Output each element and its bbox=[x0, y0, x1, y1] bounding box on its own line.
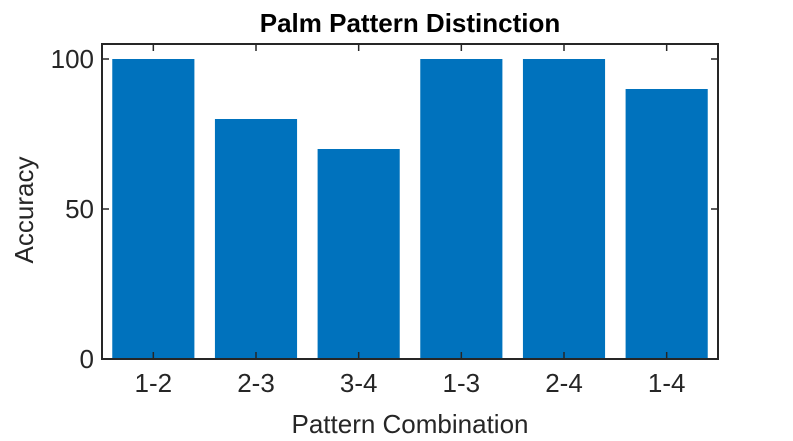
axes-group bbox=[101, 43, 719, 360]
y-tick-labels: 0 50 100 bbox=[51, 44, 94, 374]
y-tick-label: 0 bbox=[80, 344, 94, 374]
x-tick-label: 1-4 bbox=[648, 368, 686, 398]
bars-group bbox=[112, 59, 708, 359]
chart-title: Palm Pattern Distinction bbox=[260, 8, 561, 38]
x-tick-label: 1-2 bbox=[135, 368, 173, 398]
bar-1-2 bbox=[112, 59, 195, 359]
bar-1-4 bbox=[625, 89, 708, 359]
x-tick-label: 2-4 bbox=[545, 368, 583, 398]
bar-1-3 bbox=[420, 59, 503, 359]
plot-frame bbox=[101, 43, 719, 360]
y-tick-label: 100 bbox=[51, 44, 94, 74]
x-tick-label: 3-4 bbox=[340, 368, 378, 398]
y-tick-label: 50 bbox=[65, 194, 94, 224]
bar-2-3 bbox=[214, 119, 298, 359]
x-tick-labels: 1-2 2-3 3-4 1-3 2-4 1-4 bbox=[135, 368, 686, 398]
y-axis-label: Accuracy bbox=[9, 157, 39, 264]
bar-2-4 bbox=[522, 59, 606, 359]
x-tick-label: 1-3 bbox=[443, 368, 481, 398]
x-axis-label: Pattern Combination bbox=[291, 409, 528, 439]
bar-3-4 bbox=[317, 149, 400, 359]
x-tick-label: 2-3 bbox=[237, 368, 275, 398]
